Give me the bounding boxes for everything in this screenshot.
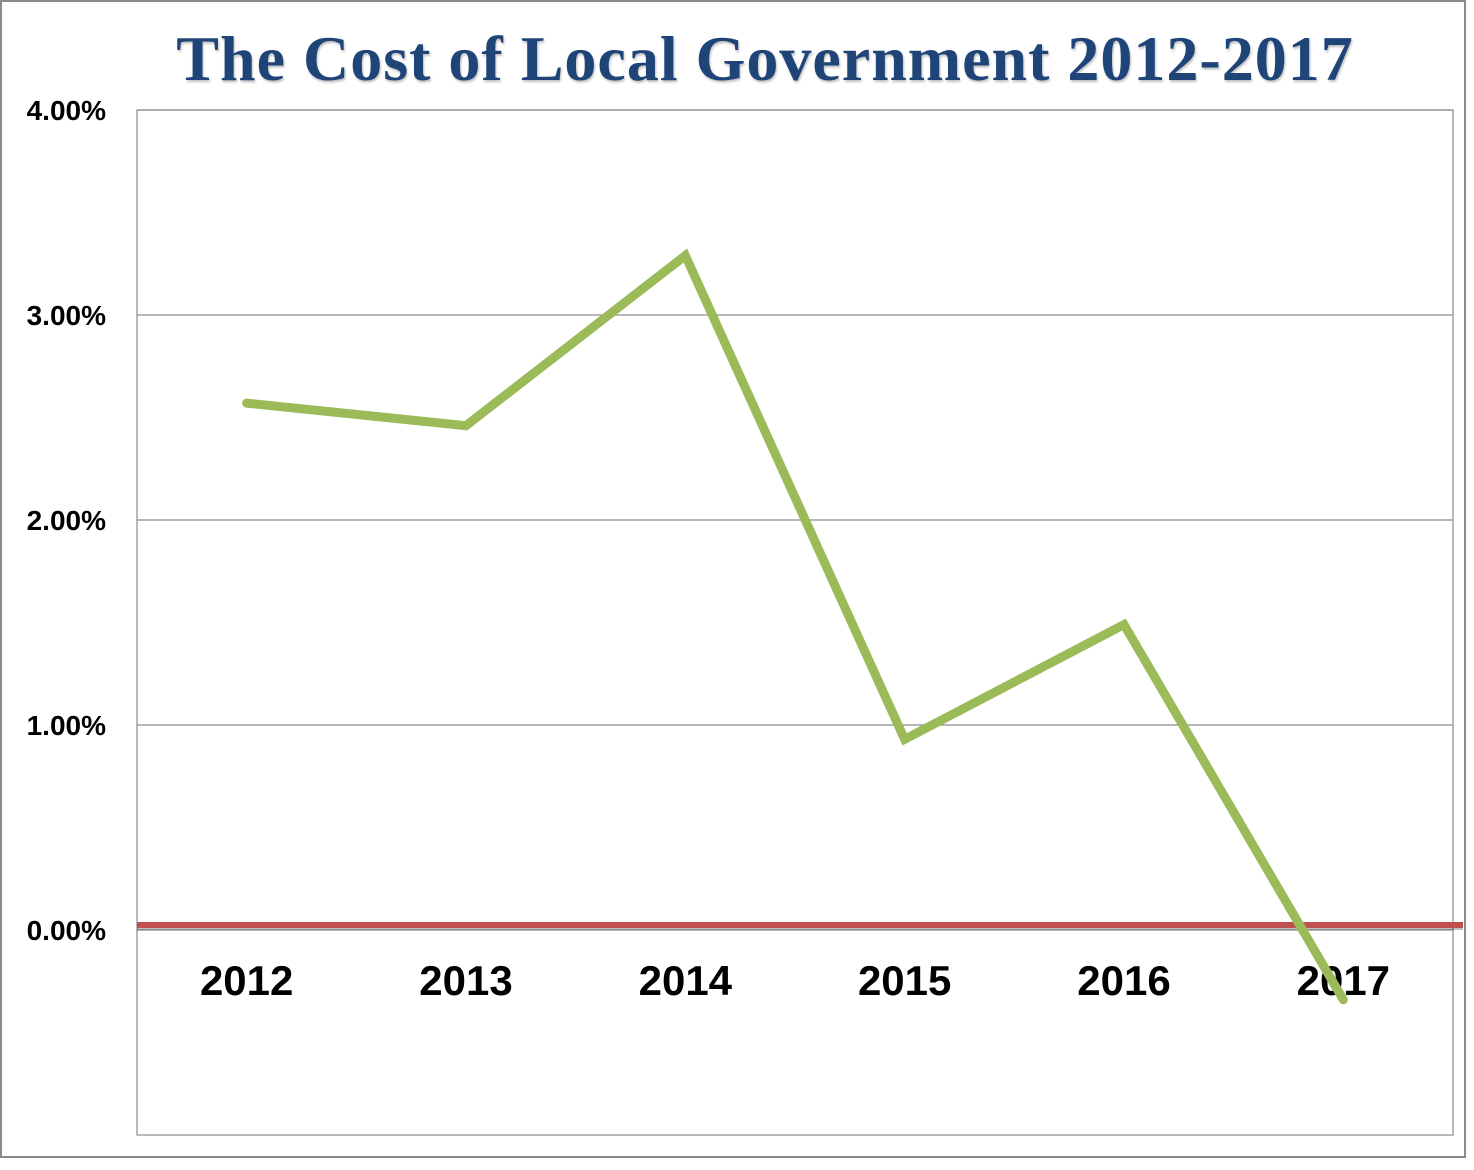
chart-title: The Cost of Local Government 2012-2017 [176, 23, 1354, 94]
y-tick-label: 2.00% [27, 505, 106, 536]
x-tick-label: 2014 [639, 957, 733, 1004]
x-tick-label: 2015 [858, 957, 951, 1004]
x-tick-label: 2013 [419, 957, 512, 1004]
y-tick-label: 1.00% [27, 710, 106, 741]
y-tick-label: 0.00% [27, 915, 106, 946]
series-line [242, 248, 1348, 1005]
x-tick-label: 2016 [1077, 957, 1170, 1004]
plot-area [136, 109, 1454, 1136]
y-tick-label: 4.00% [27, 95, 106, 126]
y-tick-label: 3.00% [27, 300, 106, 331]
x-tick-label: 2012 [200, 957, 293, 1004]
